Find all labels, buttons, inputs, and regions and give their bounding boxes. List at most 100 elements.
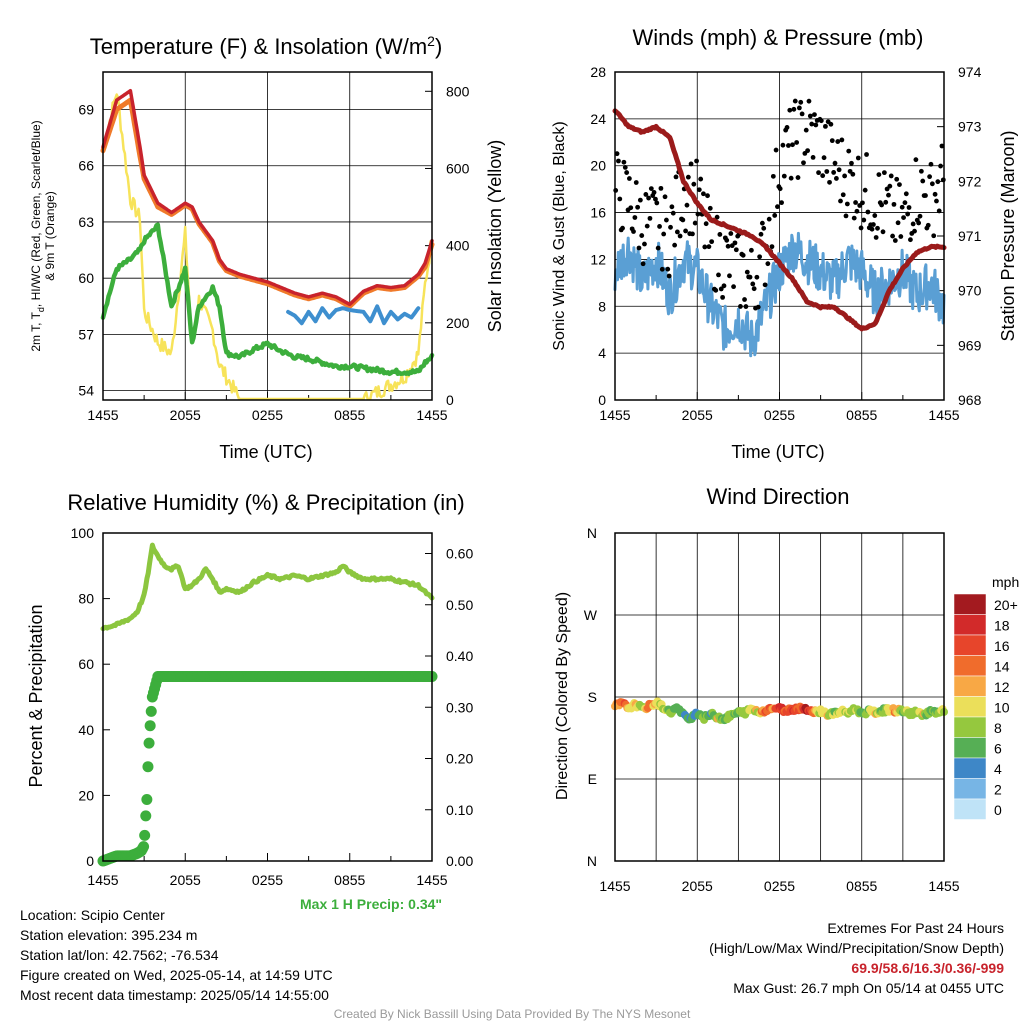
gust-point xyxy=(842,173,848,179)
gust-point xyxy=(883,199,889,205)
pressure-y2-label: Station Pressure (Maroon) xyxy=(998,130,1018,341)
x-tick-label: 0255 xyxy=(764,407,795,423)
gust-point xyxy=(865,209,871,215)
humidity-chart-title: Relative Humidity (%) & Precipitation (i… xyxy=(67,490,464,515)
gust-point xyxy=(632,215,638,220)
gust-point xyxy=(801,160,806,166)
gust-point xyxy=(706,244,712,250)
gust-point xyxy=(925,222,931,228)
temperature-y-label: 2m T, Td, HI/WC (Red, Green, Scarlet/Blu… xyxy=(29,120,46,351)
temperature-y-label-line2: & 9m T (Orange) xyxy=(43,191,57,281)
gust-point xyxy=(850,171,856,177)
y-tick-label: 63 xyxy=(78,214,94,230)
temperature-panel: Temperature (F) & Insolation (W/m2) 54 57… xyxy=(29,33,505,462)
gust-point xyxy=(905,211,911,217)
x-tick-label: 1455 xyxy=(416,872,447,888)
td-series-line xyxy=(100,222,435,377)
gust-point xyxy=(788,175,794,181)
gust-point xyxy=(820,173,826,179)
gust-point xyxy=(683,228,688,234)
gust-point xyxy=(832,160,838,166)
gust-point xyxy=(854,208,860,214)
gust-point xyxy=(680,217,686,223)
y2-tick-label: 970 xyxy=(958,283,982,299)
gust-point xyxy=(784,125,790,130)
speed-legend: mph 20+ 18 16 14 12 10 8 6 4 2 0 xyxy=(953,574,1019,820)
gust-point xyxy=(858,225,864,231)
gust-point xyxy=(622,164,628,170)
relative-humidity-series-line xyxy=(100,542,435,632)
legend-swatch xyxy=(953,757,987,779)
extremes-heading: Extremes For Past 24 Hours xyxy=(827,920,1004,936)
gust-point xyxy=(849,160,854,166)
gust-point xyxy=(642,241,647,247)
gust-point xyxy=(887,183,893,189)
x-tick-label: 1455 xyxy=(599,407,630,423)
gust-point xyxy=(755,304,761,310)
gust-point xyxy=(669,204,675,210)
gust-point xyxy=(806,98,812,104)
gust-point xyxy=(843,213,849,219)
gust-point xyxy=(879,202,885,208)
gust-point xyxy=(713,287,719,293)
legend-label: 16 xyxy=(994,638,1010,654)
legend-label: 14 xyxy=(994,659,1010,675)
gust-point xyxy=(928,161,934,167)
y2-tick-label: 800 xyxy=(446,83,470,99)
gust-point xyxy=(721,283,727,289)
humidity-y-label: Percent & Precipitation xyxy=(26,604,46,787)
gust-point xyxy=(759,220,765,226)
gust-point xyxy=(869,226,875,232)
gust-point xyxy=(931,233,937,239)
gust-point xyxy=(635,204,641,210)
gust-point xyxy=(665,266,671,272)
winds-x-label: Time (UTC) xyxy=(731,442,824,462)
legend-label: 12 xyxy=(994,679,1010,695)
x-tick-label: 0855 xyxy=(334,872,365,888)
plot-frame xyxy=(614,532,945,862)
gust-point xyxy=(758,231,764,237)
gust-point xyxy=(795,175,801,180)
gust-point xyxy=(779,200,784,206)
x-tick-label: 1455 xyxy=(928,878,959,894)
gust-point xyxy=(939,143,945,149)
gust-point xyxy=(640,261,646,267)
y-tick-label: 57 xyxy=(78,326,94,342)
y2-tick-label: 0.00 xyxy=(446,853,473,869)
gust-point xyxy=(823,123,828,129)
y2-tick-label: 973 xyxy=(958,119,982,135)
gust-point xyxy=(636,245,642,251)
credit-line: Created By Nick Bassill Using Data Provi… xyxy=(333,1007,691,1021)
gust-point xyxy=(639,233,645,238)
x-tick-label: 2055 xyxy=(170,872,201,888)
gust-point xyxy=(661,231,667,237)
gust-point xyxy=(780,142,786,148)
solar-series-line xyxy=(101,93,434,401)
gust-point xyxy=(672,242,678,248)
gust-point xyxy=(855,155,861,161)
gust-point xyxy=(810,155,816,160)
legend-label: 2 xyxy=(994,782,1002,798)
legend-label: 0 xyxy=(994,802,1002,818)
gust-point xyxy=(748,247,754,253)
gust-point xyxy=(738,304,743,309)
y-tick-label: 24 xyxy=(590,111,606,127)
gust-point xyxy=(886,192,891,198)
gust-point xyxy=(750,281,756,287)
gust-point xyxy=(899,204,905,210)
legend-swatch xyxy=(953,696,987,718)
legend-swatch xyxy=(953,593,987,615)
gust-point xyxy=(616,158,621,164)
gust-point xyxy=(757,254,763,260)
2m-t-series-line xyxy=(101,88,434,307)
gust-point xyxy=(637,197,643,203)
gust-point xyxy=(643,192,649,197)
y-tick-label: S xyxy=(588,689,597,705)
gust-point xyxy=(932,191,938,197)
gust-point xyxy=(824,169,830,174)
gust-point xyxy=(827,179,832,185)
gust-point xyxy=(844,201,850,207)
gust-point xyxy=(839,137,845,143)
gust-point xyxy=(901,215,906,221)
